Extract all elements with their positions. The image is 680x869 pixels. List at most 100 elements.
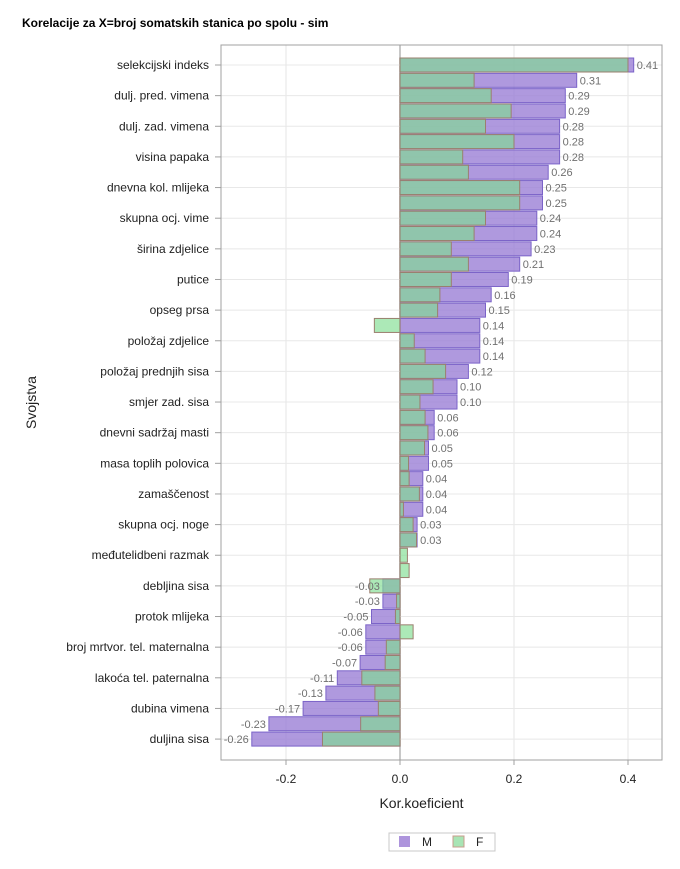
data-label: 0.06 xyxy=(437,428,458,440)
bar-f xyxy=(373,317,401,333)
chart-title: Korelacije za X=broj somatskih stanica p… xyxy=(22,16,329,30)
bar-f xyxy=(399,72,475,88)
data-label: 0.04 xyxy=(426,504,447,516)
bar-f xyxy=(399,532,418,548)
data-label: 0.04 xyxy=(426,474,447,486)
data-label: -0.23 xyxy=(241,719,266,731)
data-label: -0.26 xyxy=(224,734,249,746)
data-labels: 0.41 0.31 0.29 0.29 0.28 0.28 0.28 0.26 0.25 0.25… xyxy=(224,60,658,746)
y-tick-label: masa toplih polovica xyxy=(100,456,209,470)
y-tick-label: lakoća tel. paternalna xyxy=(95,671,209,685)
y-tick-label: duljina sisa xyxy=(150,732,210,746)
legend: M F xyxy=(388,832,496,852)
data-label: 0.12 xyxy=(471,366,492,378)
x-axis-title: Kor.koeficient xyxy=(379,795,463,811)
bar-f xyxy=(399,455,410,471)
y-tick-label: protok mlijeka xyxy=(135,610,209,624)
bar-f xyxy=(399,103,512,119)
data-label: 0.25 xyxy=(546,198,567,210)
data-label: 0.10 xyxy=(460,382,481,394)
data-label: 0.05 xyxy=(432,443,453,455)
bar-f xyxy=(399,394,421,410)
legend-swatch-f xyxy=(452,835,465,848)
data-label: 0.41 xyxy=(637,60,658,72)
y-tick-label: položaj zdjelice xyxy=(128,334,210,348)
data-label: 0.24 xyxy=(540,229,561,241)
bar-f xyxy=(374,685,401,701)
bar-f xyxy=(399,302,439,318)
data-label: 0.10 xyxy=(460,397,481,409)
data-label: 0.03 xyxy=(420,520,441,532)
bar-f xyxy=(399,517,414,533)
data-label: -0.13 xyxy=(298,688,323,700)
bar-f xyxy=(384,654,401,670)
y-tick-label: visina papaka xyxy=(136,150,210,164)
bar-f xyxy=(399,440,426,456)
data-label: 0.25 xyxy=(546,183,567,195)
bar-f xyxy=(360,716,401,732)
bar-f xyxy=(399,256,469,272)
y-tick-label: putice xyxy=(177,272,209,286)
bar-f xyxy=(321,731,401,747)
bar-f xyxy=(399,226,475,242)
bar-f xyxy=(399,624,414,640)
bar-f xyxy=(369,578,401,594)
legend-label-m: M xyxy=(422,835,432,849)
bar-f xyxy=(361,670,401,686)
data-label: 0.24 xyxy=(540,213,561,225)
bar-f xyxy=(385,639,401,655)
bar-f xyxy=(399,271,452,287)
y-tick-label: skupna ocj. vime xyxy=(120,211,210,225)
bar-f xyxy=(394,609,401,625)
bar-f xyxy=(399,486,420,502)
y-tick-label: smjer zad. sisa xyxy=(129,395,209,409)
data-label: 0.28 xyxy=(563,152,584,164)
bar-f xyxy=(399,563,410,579)
data-label: 0.29 xyxy=(568,91,589,103)
bar-f xyxy=(399,241,452,257)
y-tick-label: zamaščenost xyxy=(138,487,209,501)
data-label: 0.19 xyxy=(511,274,532,286)
bar-f xyxy=(399,180,521,196)
y-tick-label: položaj prednjih sisa xyxy=(100,364,209,378)
data-label: 0.14 xyxy=(483,320,504,332)
x-tick-label: 0.2 xyxy=(506,772,523,786)
x-axis-ticks: -0.2 0.0 0.2 0.4 xyxy=(276,760,637,786)
bar-f xyxy=(399,88,492,104)
y-tick-label: opseg prsa xyxy=(150,303,210,317)
y-tick-label: debljina sisa xyxy=(143,579,209,593)
y-tick-label: širina zdjelice xyxy=(137,242,209,256)
data-label: 0.31 xyxy=(580,75,601,87)
bar-f xyxy=(399,409,426,425)
y-tick-label: dulj. pred. vimena xyxy=(114,89,209,103)
legend-label-f: F xyxy=(476,835,483,849)
bar-f xyxy=(399,195,521,211)
data-label: 0.21 xyxy=(523,259,544,271)
data-label: -0.06 xyxy=(338,627,363,639)
y-tick-label: selekcijski indeks xyxy=(117,58,209,72)
data-label: 0.26 xyxy=(551,167,572,179)
bar-f xyxy=(399,149,464,165)
y-tick-label: dubina vimena xyxy=(131,701,209,715)
data-label: 0.03 xyxy=(420,535,441,547)
y-tick-label: dnevni sadržaj masti xyxy=(100,426,209,440)
data-label: 0.05 xyxy=(432,458,453,470)
data-label: -0.07 xyxy=(332,657,357,669)
data-label: -0.17 xyxy=(275,703,300,715)
data-label: 0.28 xyxy=(563,121,584,133)
bar-f xyxy=(399,118,486,134)
data-label: 0.14 xyxy=(483,336,504,348)
bar-f xyxy=(399,164,469,180)
bar-m xyxy=(399,317,481,333)
x-tick-label: 0.0 xyxy=(392,772,409,786)
data-label: 0.23 xyxy=(534,244,555,256)
bar-f xyxy=(399,134,515,150)
bar-f xyxy=(399,333,415,349)
y-axis-title: Svojstva xyxy=(23,376,39,429)
bar-f xyxy=(399,287,441,303)
series-f-bars xyxy=(321,57,629,747)
data-label: 0.16 xyxy=(494,290,515,302)
bar-f xyxy=(396,593,401,609)
y-tick-label: broj mrtvor. tel. maternalna xyxy=(66,640,209,654)
